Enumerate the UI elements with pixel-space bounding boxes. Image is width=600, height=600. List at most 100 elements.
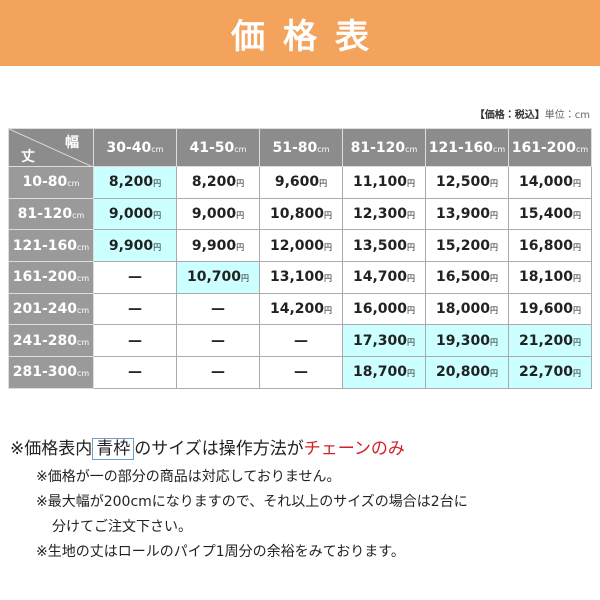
price: — [211, 364, 225, 381]
price-cell: 12,000円 [259, 229, 343, 263]
row-header: 161-200cm [8, 261, 94, 294]
price: — [294, 364, 308, 381]
currency: 円 [236, 211, 245, 221]
price: 12,500 [435, 174, 491, 191]
price-cell: 18,000円 [425, 292, 509, 326]
length-label: 丈 [21, 149, 35, 165]
row: 281-300cm — — —18,700円 20,800円 22,700円 [8, 356, 592, 389]
currency: 円 [153, 179, 162, 189]
price: 9,600 [274, 174, 320, 191]
currency: 円 [573, 179, 582, 189]
note-part: チェーンのみ [303, 439, 405, 459]
row-header: 81-120cm [8, 197, 94, 231]
price-cell: 18,100円 [508, 261, 592, 294]
currency: 円 [407, 274, 416, 284]
header-row: 丈 幅 30-40cm 41-50cm 51-80cm 81-120cm 121-160… [8, 128, 592, 167]
title: 価格表 [231, 16, 387, 57]
range: 51-80 [272, 139, 318, 156]
row: 81-120cm 9,000円 9,000円 10,800円 12,300円 13,900… [8, 197, 592, 231]
table-body: 10-80cm 8,200円 8,200円 9,600円 11,100円 12,500円 1… [8, 166, 592, 389]
price: — [128, 332, 142, 349]
row: 10-80cm 8,200円 8,200円 9,600円 11,100円 12,500円 1… [8, 166, 592, 199]
price: 19,600 [518, 301, 574, 318]
price: 21,200 [518, 332, 574, 349]
price-cell: — [176, 324, 260, 358]
currency: 円 [153, 242, 162, 252]
currency: 円 [573, 274, 582, 284]
price: 14,000 [518, 174, 574, 191]
price: 15,200 [435, 237, 491, 254]
unit: cm [234, 144, 247, 154]
price: 14,200 [269, 301, 325, 318]
price-cell: 16,800円 [508, 229, 592, 263]
corner-cell: 丈 幅 [8, 128, 94, 167]
range: 81-120 [350, 139, 406, 156]
unit: cm [317, 144, 330, 154]
range: 121-160 [428, 139, 494, 156]
price: 8,200 [108, 174, 154, 191]
price-cell: 20,800円 [425, 356, 509, 389]
column-header: 51-80cm [259, 128, 343, 167]
row-header: 121-160cm [8, 229, 94, 263]
price: 9,900 [108, 237, 154, 254]
price: 12,300 [352, 206, 408, 223]
tax-note: 【価格：税込】 [474, 110, 545, 121]
range: 161-200 [12, 269, 78, 286]
currency: 円 [490, 337, 499, 347]
unit: cm [77, 306, 90, 316]
row-header: 10-80cm [8, 166, 94, 199]
unit: cm [77, 274, 90, 284]
unit: cm [405, 144, 418, 154]
price-cell: — [93, 292, 177, 326]
note-line: ※最大幅が200cmになりますので、それ以上のサイズの場合は2台に [36, 494, 468, 510]
price: 18,700 [352, 364, 408, 381]
price: — [211, 301, 225, 318]
price: 13,900 [435, 206, 491, 223]
currency: 円 [407, 369, 416, 379]
unit: cm [67, 179, 80, 189]
currency: 円 [490, 306, 499, 316]
column-header: 41-50cm [176, 128, 260, 167]
row-header: 201-240cm [8, 292, 94, 326]
currency: 円 [324, 242, 333, 252]
currency: 円 [573, 211, 582, 221]
price: 9,000 [108, 206, 154, 223]
price-cell: 18,700円 [342, 356, 426, 389]
unit: cm [576, 144, 589, 154]
price: 14,700 [352, 269, 408, 286]
price: 13,500 [352, 237, 408, 254]
price-cell: 17,300円 [342, 324, 426, 358]
price-cell: 13,100円 [259, 261, 343, 294]
price: 10,800 [269, 206, 325, 223]
price-cell: 14,200円 [259, 292, 343, 326]
price: 8,200 [191, 174, 237, 191]
price: 11,100 [352, 174, 408, 191]
price-cell: 19,300円 [425, 324, 509, 358]
unit: cm [77, 369, 90, 379]
price-cell: 9,900円 [176, 229, 260, 263]
currency: 円 [153, 211, 162, 221]
price-cell: 15,400円 [508, 197, 592, 231]
unit: cm [72, 211, 85, 221]
price: 20,800 [435, 364, 491, 381]
range: 201-240 [12, 301, 78, 318]
price-cell: 9,600円 [259, 166, 343, 199]
note-line: ※生地の丈はロールのパイプ1周分の余裕をみております。 [36, 544, 405, 560]
price-cell: 13,900円 [425, 197, 509, 231]
price: 22,700 [518, 364, 574, 381]
price: 12,000 [269, 237, 325, 254]
row: 161-200cm —10,700円 13,100円 14,700円 16,500円 18… [8, 261, 592, 294]
unit: cm [77, 337, 90, 347]
currency: 円 [573, 242, 582, 252]
price-cell: 21,200円 [508, 324, 592, 358]
price: 9,900 [191, 237, 237, 254]
price-cell: 8,200円 [176, 166, 260, 199]
column-header: 121-160cm [425, 128, 509, 167]
row: 241-280cm — — —17,300円 19,300円 21,200円 [8, 324, 592, 358]
currency: 円 [407, 179, 416, 189]
price: 9,000 [191, 206, 237, 223]
range: 81-120 [17, 206, 73, 223]
price: — [128, 364, 142, 381]
price-cell: — [259, 324, 343, 358]
